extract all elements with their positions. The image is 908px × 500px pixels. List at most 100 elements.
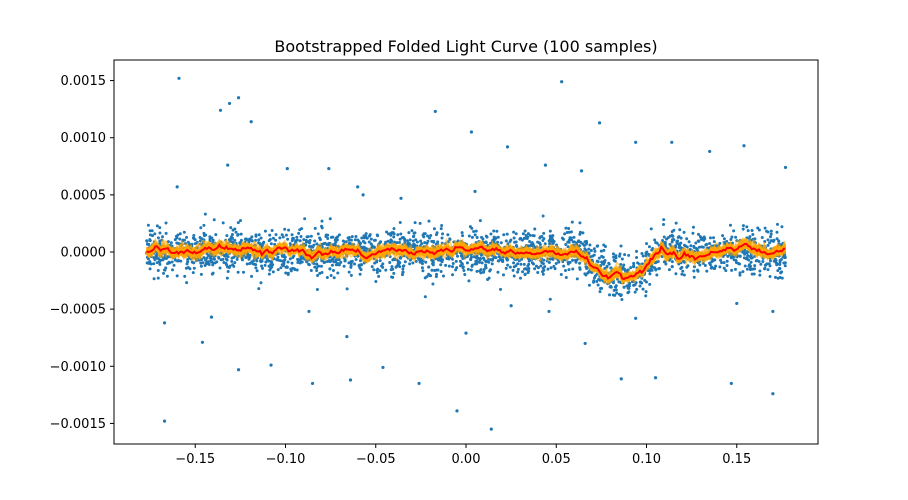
data-point <box>225 276 229 280</box>
data-point <box>533 267 537 271</box>
data-point <box>384 240 388 244</box>
data-point <box>500 259 504 263</box>
data-point <box>286 272 290 276</box>
data-point <box>671 238 675 242</box>
data-point <box>485 235 489 239</box>
data-point <box>305 235 309 239</box>
data-point <box>448 237 452 241</box>
data-point <box>254 234 258 238</box>
data-point <box>186 265 190 269</box>
data-point <box>326 236 330 240</box>
data-point <box>288 242 292 246</box>
data-point <box>602 243 606 247</box>
data-point <box>309 234 313 238</box>
data-point <box>766 243 770 247</box>
data-point <box>313 226 317 230</box>
data-point <box>780 225 784 229</box>
data-point <box>696 232 700 236</box>
outlier-point <box>543 163 548 167</box>
data-point <box>647 245 651 249</box>
data-point <box>203 258 207 262</box>
data-point <box>469 268 473 272</box>
data-point <box>597 277 601 281</box>
data-point <box>470 264 474 268</box>
data-point <box>267 264 271 268</box>
x-tick-label: −0.15 <box>175 452 215 467</box>
data-point <box>145 261 149 265</box>
data-point <box>547 239 551 243</box>
data-point <box>587 270 591 274</box>
data-point <box>336 271 340 275</box>
data-point <box>288 257 292 261</box>
outlier-point <box>307 309 311 314</box>
data-point <box>777 239 781 243</box>
data-point <box>313 239 317 243</box>
data-point <box>224 254 228 258</box>
outlier-point <box>249 120 253 124</box>
data-point <box>318 238 322 242</box>
data-point <box>267 239 271 243</box>
data-point <box>315 262 319 266</box>
data-point <box>696 268 700 272</box>
x-tick-label: −0.10 <box>266 452 306 467</box>
data-point <box>769 232 773 236</box>
data-point <box>153 258 157 262</box>
data-point <box>327 241 331 245</box>
data-point <box>657 266 661 270</box>
data-point <box>186 258 190 262</box>
data-point <box>472 230 476 234</box>
data-point <box>759 262 763 266</box>
data-point <box>419 239 423 243</box>
data-point <box>402 264 406 268</box>
data-point <box>496 235 500 239</box>
data-point <box>542 231 546 235</box>
outlier-point <box>310 381 315 386</box>
data-point <box>439 227 443 231</box>
data-point <box>614 256 618 260</box>
data-point <box>332 276 336 280</box>
data-point <box>369 237 373 241</box>
data-point <box>671 234 675 238</box>
data-point <box>670 265 674 269</box>
data-point <box>754 259 758 263</box>
data-point <box>158 226 162 230</box>
data-point <box>426 239 430 243</box>
data-point <box>158 241 162 245</box>
data-point <box>588 243 592 247</box>
data-point <box>648 272 652 276</box>
data-point <box>263 229 267 233</box>
data-point <box>478 219 482 223</box>
data-point <box>523 273 527 277</box>
data-point <box>413 221 417 225</box>
data-point <box>440 236 444 240</box>
data-point <box>250 274 254 278</box>
outlier-point <box>597 121 602 125</box>
data-point <box>385 230 389 234</box>
data-point <box>427 219 431 223</box>
data-point <box>182 230 186 234</box>
data-point <box>461 265 465 269</box>
data-point <box>692 245 696 249</box>
outlier-point <box>619 377 623 381</box>
data-point <box>695 248 699 252</box>
data-point <box>426 234 430 238</box>
data-point <box>666 236 670 240</box>
data-point <box>259 236 263 240</box>
y-axis: 0.0015 0.0010 0.0005 0.0000 −0.0005 −0.0010 −0… <box>50 74 114 432</box>
outlier-point <box>226 163 230 167</box>
data-point <box>436 240 440 244</box>
data-point <box>726 254 730 258</box>
data-point <box>532 244 536 248</box>
data-point <box>337 233 341 237</box>
data-point <box>467 234 471 238</box>
data-point <box>307 262 311 266</box>
data-point <box>774 258 778 262</box>
data-point <box>516 262 520 266</box>
data-point <box>234 230 238 234</box>
data-point <box>775 230 779 234</box>
data-point <box>625 284 629 288</box>
data-point <box>578 230 582 234</box>
data-point <box>516 270 520 274</box>
data-point <box>368 233 372 237</box>
data-point <box>547 261 551 265</box>
